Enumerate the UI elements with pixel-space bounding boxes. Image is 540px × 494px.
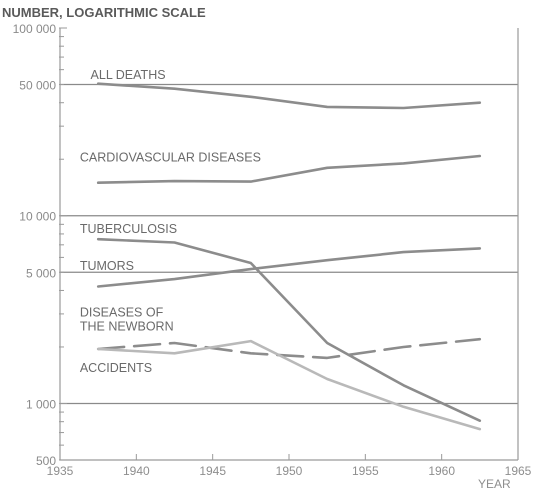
x-tick-label: 1955	[352, 464, 379, 478]
series-line-cardiovascular-diseases	[96, 154, 482, 184]
series-label-tumors: TUMORS	[80, 259, 134, 273]
y-tick-label: 1 000	[26, 397, 56, 411]
series-label-all-deaths: ALL DEATHS	[91, 68, 166, 82]
series-line-accidents	[96, 339, 482, 431]
series-line-all-deaths	[96, 82, 482, 110]
x-tick-label: 1945	[199, 464, 226, 478]
y-tick-label: 100 000	[13, 22, 57, 36]
series-lines	[96, 82, 482, 431]
y-tick-label: 10 000	[19, 210, 56, 224]
x-tick-label: 1960	[428, 464, 455, 478]
axes	[59, 27, 519, 461]
y-tick-label: 5 000	[26, 266, 56, 280]
y-axis-label: NUMBER, LOGARITHMIC SCALE	[2, 5, 206, 20]
series-line-diseases-of-the-newborn	[96, 337, 482, 360]
y-tick-label: 50 000	[19, 79, 56, 93]
x-tick-label: 1935	[47, 464, 74, 478]
y-ticks: 100 000 50 000 10 000 5 000 1 000 500	[13, 22, 57, 468]
x-tick-label: 1965	[505, 464, 532, 478]
x-tick-label: 1950	[276, 464, 303, 478]
series-label-accidents: ACCIDENTS	[80, 361, 152, 375]
series-line-tuberculosis	[96, 237, 482, 423]
series-line-tumors	[96, 247, 482, 288]
x-tick-label: 1940	[123, 464, 150, 478]
x-axis-label: YEAR	[478, 477, 511, 491]
series-label-tuberculosis: TUBERCULOSIS	[80, 222, 177, 236]
x-ticks: 1935 1940 1945 1950 1955 1960 1965	[47, 454, 532, 478]
series-labels: ALL DEATHS CARDIOVASCULAR DISEASES TUBERCU…	[80, 68, 261, 375]
series-label-the-newborn: THE NEWBORN	[80, 319, 174, 333]
series-label-diseases-of: DISEASES OF	[80, 306, 164, 320]
series-label-cardiovascular-diseases: CARDIOVASCULAR DISEASES	[80, 150, 261, 164]
y-tick-label: 500	[36, 454, 56, 468]
